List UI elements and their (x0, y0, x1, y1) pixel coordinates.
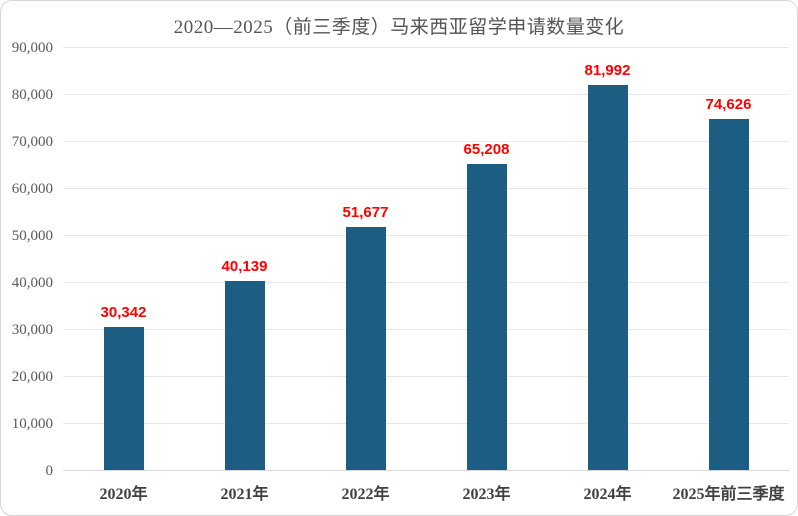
plot-area: 30,342 40,139 51,677 65,208 81,992 74,626 (63, 47, 789, 471)
gridline (63, 470, 789, 471)
y-axis-tick-label: 90,000 (11, 40, 53, 56)
x-axis-tick-label: 2020年 (99, 486, 148, 503)
gridline (63, 94, 789, 95)
bar (224, 281, 265, 470)
y-axis-tick-label: 30,000 (11, 322, 53, 338)
x-axis-tick-label: 2025年前三季度 (672, 486, 785, 503)
bar-value-label: 65,208 (463, 140, 510, 158)
gridline (63, 235, 789, 236)
gridline (63, 47, 789, 48)
y-axis-tick-label: 0 (45, 463, 54, 479)
bar-value-label: 40,139 (221, 258, 268, 276)
x-axis-tick-label: 2024年 (583, 486, 632, 503)
chart-title: 2020—2025（前三季度）马来西亚留学申请数量变化 (173, 17, 625, 38)
bar-value-label: 74,626 (705, 96, 752, 114)
bar (103, 327, 144, 470)
bar (345, 227, 386, 470)
y-axis-tick-label: 70,000 (11, 134, 53, 150)
gridline (63, 376, 789, 377)
bar-value-label: 81,992 (584, 61, 631, 79)
bar-column: 40,139 (184, 48, 305, 470)
bar-value-label: 30,342 (100, 304, 147, 322)
bar-column: 51,677 (305, 48, 426, 470)
x-axis-tick-label: 2022年 (341, 486, 390, 503)
bar-column: 30,342 (63, 48, 184, 470)
gridline (63, 141, 789, 142)
x-axis: 2020年 2021年 2022年 2023年 2024年 2025年前三季度 (63, 480, 789, 504)
bar-value-label: 51,677 (342, 204, 389, 222)
y-axis-tick-label: 20,000 (11, 369, 53, 385)
bar (587, 84, 628, 470)
y-axis-tick-label: 10,000 (11, 416, 53, 432)
bar-column: 74,626 (668, 48, 789, 470)
y-axis-tick-label: 60,000 (11, 181, 53, 197)
y-axis: 0 10,000 20,000 30,000 40,000 50,000 60,000 70,… (1, 40, 55, 479)
y-axis-tick-label: 80,000 (11, 87, 53, 103)
y-axis-tick-label: 40,000 (11, 275, 53, 291)
gridline (63, 282, 789, 283)
gridline (63, 423, 789, 424)
x-axis-tick-label: 2023年 (462, 486, 511, 503)
bar-column: 65,208 (426, 48, 547, 470)
bar-column: 81,992 (547, 48, 668, 470)
x-axis-tick-label: 2021年 (220, 486, 269, 503)
y-axis-tick-label: 50,000 (11, 228, 53, 244)
gridline (63, 329, 789, 330)
bar (466, 163, 507, 470)
bar (708, 119, 749, 470)
gridline (63, 188, 789, 189)
